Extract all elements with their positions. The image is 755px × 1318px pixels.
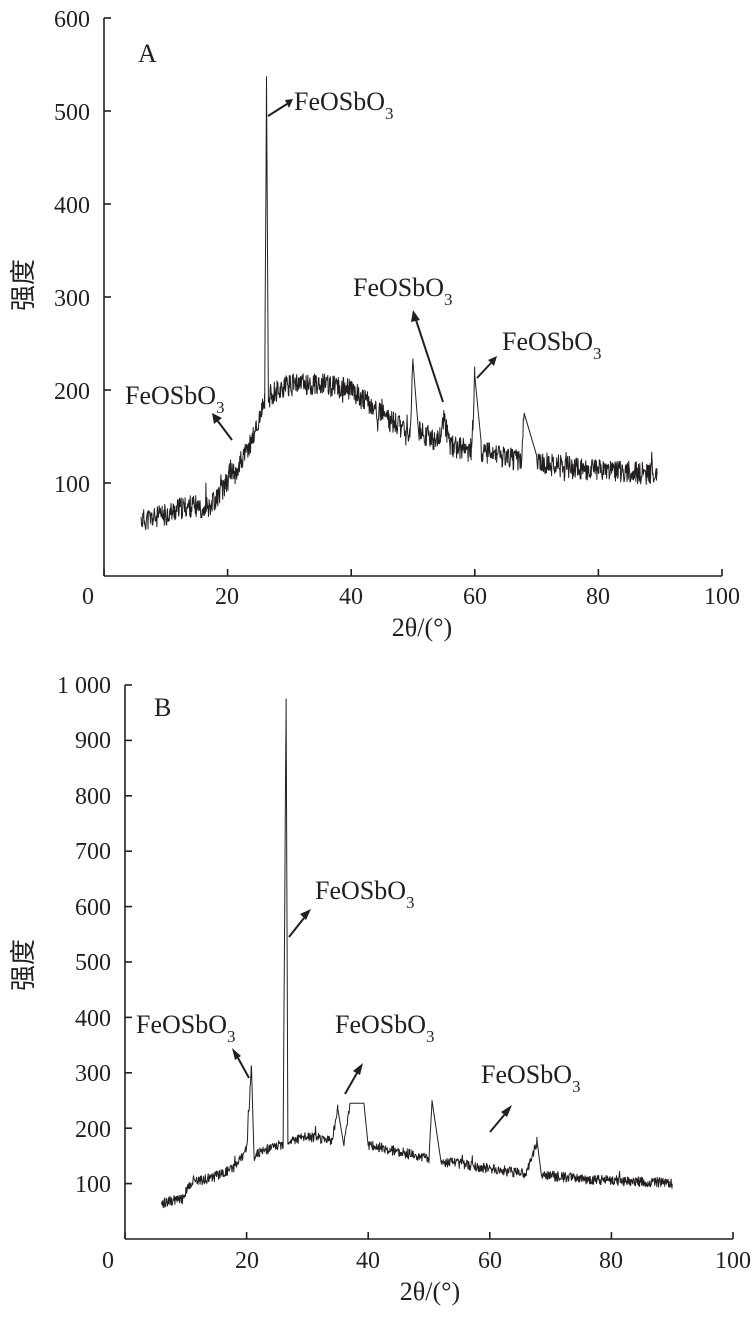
- chart-a-annotation-0-arrow: [216, 419, 233, 441]
- chart-b-x-axis-title: 2θ/(°): [400, 1277, 460, 1306]
- chart-a-annotation-2-arrowhead: [411, 310, 420, 322]
- chart-a-x-tick-label-20: 20: [215, 584, 239, 610]
- chart-a-x-tick-label-60: 60: [463, 584, 487, 610]
- chart-b-y-tick-label-100: 100: [75, 1172, 111, 1198]
- chart-b-annotation-0-label: FeOSbO3: [136, 1010, 236, 1046]
- chart-b-annotation-0-arrow: [237, 1057, 250, 1079]
- chart-b-annotation-1-arrowhead: [300, 909, 311, 920]
- chart-b: 100 200 300 400 500 600 700 800 900 1 00…: [9, 673, 751, 1306]
- chart-a-panel-label: A: [138, 39, 157, 68]
- chart-b-y-axis-title: 强度: [9, 939, 38, 991]
- chart-b-y-tick-label-700: 700: [75, 839, 111, 865]
- chart-a-x-tick-label-80: 80: [586, 584, 610, 610]
- chart-b-x-tick-label-20: 20: [235, 1248, 259, 1274]
- chart-a-x-tick-label-100: 100: [704, 584, 740, 610]
- chart-b-x-tick-label-80: 80: [599, 1248, 623, 1274]
- chart-b-y-tick-label-600: 600: [75, 895, 111, 921]
- chart-b-x-tick-label-40: 40: [356, 1248, 380, 1274]
- chart-b-ticks: [124, 684, 734, 1239]
- chart-b-y-tick-label-900: 900: [75, 728, 111, 754]
- chart-b-annotation-2-arrow: [344, 1072, 358, 1095]
- chart-a-annotation-0-arrowhead: [212, 413, 222, 424]
- chart-a-x-axis-title: 2θ/(°): [392, 613, 452, 642]
- chart-b-x-tick-label-0: 0: [102, 1248, 114, 1274]
- chart-a: 100 200 300 400 500 600 0 20 40 60 80 10…: [9, 7, 740, 642]
- chart-a-y-tick-label-300: 300: [54, 286, 90, 312]
- chart-b-annotation-2-arrowhead: [353, 1063, 363, 1075]
- chart-b-series-trace: [161, 698, 673, 1209]
- chart-a-series-trace: [140, 76, 658, 531]
- chart-a-annotation-2-arrow: [415, 319, 444, 403]
- chart-b-annotation-2-label: FeOSbO3: [335, 1010, 435, 1046]
- chart-a-y-tick-label-100: 100: [54, 472, 90, 498]
- chart-a-annotation-0-label: FeOSbO3: [125, 381, 225, 417]
- chart-b-y-tick-label-400: 400: [75, 1006, 111, 1032]
- chart-a-y-tick-label-400: 400: [54, 193, 90, 219]
- chart-b-panel-label: B: [154, 693, 171, 722]
- chart-b-x-tick-label-60: 60: [478, 1248, 502, 1274]
- chart-a-x-tick-label-40: 40: [339, 584, 363, 610]
- chart-a-annotation-3-label: FeOSbO3: [502, 327, 602, 363]
- chart-a-annotation-2-label: FeOSbO3: [353, 273, 453, 309]
- chart-a-annotation-3-arrowhead: [488, 356, 497, 366]
- chart-b-annotation-1-arrow: [288, 917, 305, 938]
- chart-a-annotation-1-arrowhead: [285, 99, 293, 108]
- chart-b-x-tick-label-100: 100: [715, 1248, 751, 1274]
- chart-a-annotation-1-arrow: [267, 103, 288, 117]
- chart-a-y-tick-label-200: 200: [54, 379, 90, 405]
- chart-a-y-tick-label-500: 500: [54, 100, 90, 126]
- chart-a-annotation-1-label: FeOSbO3: [294, 87, 394, 123]
- chart-b-y-tick-label-800: 800: [75, 784, 111, 810]
- chart-b-annotation-3-label: FeOSbO3: [481, 1060, 581, 1096]
- chart-a-ticks: [103, 17, 723, 576]
- chart-b-y-tick-label-300: 300: [75, 1061, 111, 1087]
- chart-b-annotation-0-arrowhead: [232, 1048, 241, 1060]
- chart-b-annotation-3-arrowhead: [501, 1105, 512, 1117]
- chart-b-annotation-3-arrow: [489, 1113, 506, 1133]
- chart-b-y-tick-label-200: 200: [75, 1117, 111, 1143]
- chart-b-annotation-1-label: FeOSbO3: [315, 876, 415, 912]
- chart-a-y-tick-label-600: 600: [54, 7, 90, 33]
- chart-b-y-tick-label-500: 500: [75, 950, 111, 976]
- chart-a-x-tick-label-0: 0: [82, 584, 94, 610]
- chart-a-annotation-3-arrow: [476, 362, 492, 379]
- chart-a-y-axis-title: 强度: [9, 259, 38, 311]
- chart-b-y-tick-label-1000: 1 000: [57, 673, 111, 699]
